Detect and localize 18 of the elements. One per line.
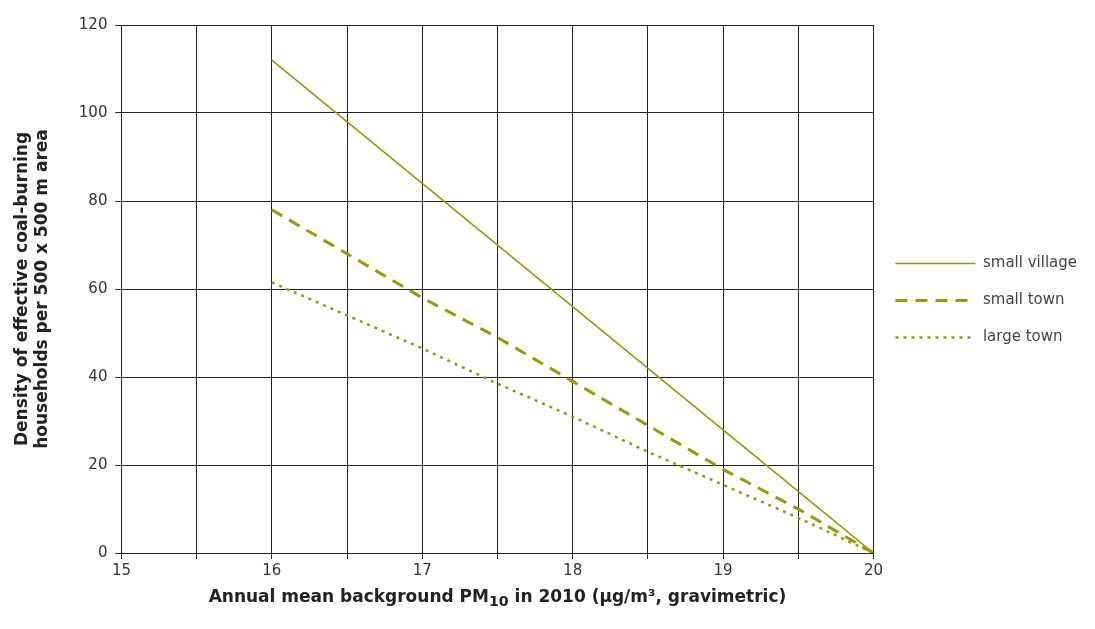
y-tick-label: 40 bbox=[88, 366, 108, 385]
y-tick-label: 120 bbox=[78, 14, 108, 33]
x-tick-label: 19 bbox=[713, 560, 733, 579]
y-axis-title: Density of effective coal-burning households per 500 x 500 m area bbox=[10, 129, 52, 449]
x-axis-title: Annual mean background PM$_{10}$ in 2010 (μg/m³, gravimetric) bbox=[207, 586, 788, 610]
x-tick-label: 16 bbox=[262, 560, 282, 579]
x-tick-label: 17 bbox=[412, 560, 432, 579]
y-tick-label: 60 bbox=[88, 278, 108, 297]
x-tick-label: 20 bbox=[863, 560, 883, 579]
x-tick-label: 18 bbox=[563, 560, 583, 579]
y-tick-label: 100 bbox=[78, 102, 108, 121]
text: small village bbox=[982, 253, 1077, 272]
text: small town bbox=[982, 290, 1065, 309]
y-tick-label: 20 bbox=[88, 454, 108, 473]
text: large town bbox=[982, 327, 1063, 346]
y-tick-label: 0 bbox=[97, 542, 108, 561]
y-tick-label: 80 bbox=[88, 190, 108, 209]
x-tick-label: 15 bbox=[111, 560, 131, 579]
